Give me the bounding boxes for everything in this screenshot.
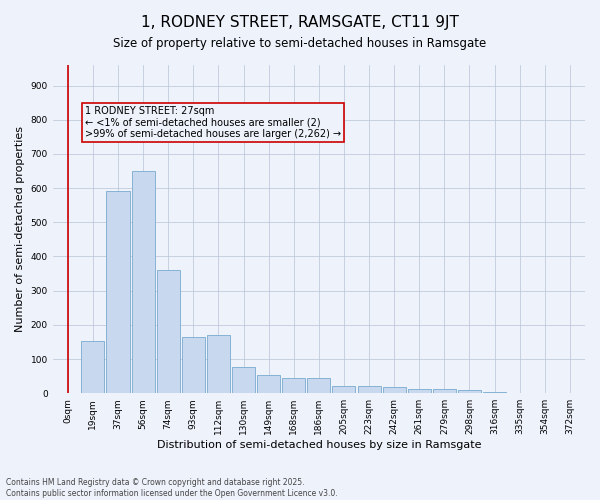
Y-axis label: Number of semi-detached properties: Number of semi-detached properties: [15, 126, 25, 332]
Bar: [508, 392, 531, 393]
Bar: [232, 366, 255, 393]
Text: 1, RODNEY STREET, RAMSGATE, CT11 9JT: 1, RODNEY STREET, RAMSGATE, CT11 9JT: [141, 15, 459, 30]
Bar: [131, 171, 155, 393]
Bar: [207, 335, 230, 393]
Bar: [81, 341, 104, 393]
Bar: [257, 376, 280, 393]
Bar: [307, 378, 331, 393]
Text: Contains HM Land Registry data © Crown copyright and database right 2025.
Contai: Contains HM Land Registry data © Crown c…: [6, 478, 338, 498]
Text: Size of property relative to semi-detached houses in Ramsgate: Size of property relative to semi-detach…: [113, 38, 487, 51]
Bar: [332, 386, 355, 393]
Text: 1 RODNEY STREET: 27sqm
← <1% of semi-detached houses are smaller (2)
>99% of sem: 1 RODNEY STREET: 27sqm ← <1% of semi-det…: [85, 106, 341, 139]
Bar: [282, 378, 305, 393]
Bar: [433, 389, 456, 393]
Bar: [408, 389, 431, 393]
Bar: [182, 337, 205, 393]
Bar: [458, 390, 481, 393]
Bar: [157, 270, 180, 393]
Bar: [56, 392, 79, 393]
Bar: [383, 388, 406, 393]
Bar: [483, 392, 506, 393]
X-axis label: Distribution of semi-detached houses by size in Ramsgate: Distribution of semi-detached houses by …: [157, 440, 481, 450]
Bar: [358, 386, 380, 393]
Bar: [106, 192, 130, 393]
